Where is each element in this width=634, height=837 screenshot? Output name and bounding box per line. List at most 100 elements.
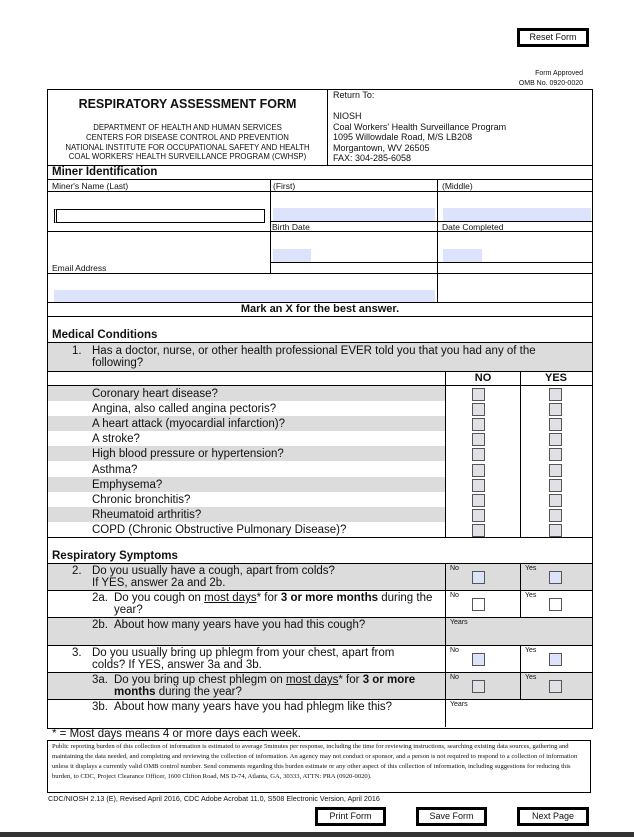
condition-yes-checkbox[interactable] <box>549 403 562 417</box>
condition-yes-checkbox[interactable] <box>549 388 562 401</box>
q2-yes-label: Yes <box>525 565 537 572</box>
q1-text: Has a doctor, nurse, or other health pro… <box>92 345 536 369</box>
return-to-label: Return To: <box>333 90 375 100</box>
middle-name-input[interactable] <box>443 208 591 221</box>
instruction: Mark an X for the best answer. <box>240 303 400 315</box>
text: during the year? <box>114 592 433 616</box>
q3-yes-checkbox[interactable] <box>549 653 562 666</box>
row-shading <box>48 416 445 432</box>
q2-no-label: No <box>450 565 459 572</box>
q1-number: 1. <box>72 345 82 357</box>
q3b-number: 3b. <box>92 701 108 713</box>
text: most days <box>285 674 339 686</box>
condition-yes-checkbox[interactable] <box>549 508 562 522</box>
condition-yes-checkbox[interactable] <box>549 478 562 492</box>
condition-no-checkbox[interactable] <box>472 388 485 401</box>
omb-number: OMB No. 0920-0020 <box>518 80 583 87</box>
condition-label: Rheumatoid arthritis? <box>92 508 202 521</box>
condition-label: Emphysema? <box>92 478 163 491</box>
text: during the year? <box>155 686 242 698</box>
q2a-text: Do you cough on most days* for 3 or more… <box>114 592 439 616</box>
address-line: FAX: 304-285-6058 <box>333 153 412 164</box>
birth-date-input[interactable] <box>273 249 311 262</box>
q2b-text: About how many years have you had this c… <box>114 619 366 631</box>
condition-yes-checkbox[interactable] <box>549 448 562 462</box>
text: most days <box>204 592 257 604</box>
agency-block: DEPARTMENT OF HEALTH AND HUMAN SERVICES C… <box>48 123 327 162</box>
birth-date-label: Birth Date <box>272 222 310 232</box>
form-approved: Form Approved <box>535 70 583 77</box>
condition-yes-checkbox[interactable] <box>549 493 562 507</box>
return-address: NIOSH Coal Workers' Health Surveillance P… <box>333 111 506 164</box>
yes-header: YES <box>544 372 567 384</box>
first-name-input[interactable] <box>273 208 435 221</box>
print-form-button[interactable]: Print Form <box>315 807 386 826</box>
miner-identification-heading: Miner Identification <box>52 166 158 178</box>
condition-no-checkbox[interactable] <box>472 403 485 417</box>
condition-no-checkbox[interactable] <box>472 463 485 477</box>
next-page-button[interactable]: Next Page <box>517 807 589 826</box>
q3b-years-label: Years <box>450 701 468 708</box>
q2-number: 2. <box>72 565 82 577</box>
date-completed-input[interactable] <box>443 249 482 262</box>
date-completed-label: Date Completed <box>442 222 504 232</box>
address-line: NIOSH <box>333 111 362 121</box>
q3b-years-input[interactable] <box>446 712 592 726</box>
q3a-no-label: No <box>450 674 459 681</box>
q3-no-checkbox[interactable] <box>472 653 485 666</box>
q2b-number: 2b. <box>92 619 108 631</box>
condition-no-checkbox[interactable] <box>472 418 485 432</box>
address-line: Coal Workers' Health Surveillance Progra… <box>333 121 507 132</box>
q3a-number: 3a. <box>92 674 108 686</box>
email-label: Email Address <box>52 263 107 273</box>
address-line: 1095 Willowdale Road, M/S LB208 <box>333 132 473 143</box>
form-title: RESPIRATORY ASSESSMENT FORM <box>78 97 297 111</box>
q3-text: Do you usually bring up phlegm from your… <box>92 647 395 671</box>
q2-yes-checkbox[interactable] <box>549 571 562 584</box>
condition-no-checkbox[interactable] <box>472 478 485 492</box>
condition-label: Chronic bronchitis? <box>92 493 191 506</box>
q3a-yes-checkbox[interactable] <box>549 680 562 693</box>
agency-line: CENTERS FOR DISEASE CONTROL AND PREVENTI… <box>86 132 289 142</box>
last-name-input[interactable] <box>54 209 265 223</box>
condition-yes-checkbox[interactable] <box>549 418 562 432</box>
q2a-yes-label: Yes <box>525 592 537 599</box>
condition-no-checkbox[interactable] <box>472 523 485 537</box>
condition-no-checkbox[interactable] <box>472 508 485 522</box>
window-bottom-bar <box>0 832 634 837</box>
condition-no-checkbox[interactable] <box>472 493 485 507</box>
q2-no-checkbox[interactable] <box>472 571 485 584</box>
agency-line: NATIONAL INSTITUTE FOR OCCUPATIONAL SAFE… <box>65 142 310 152</box>
q2-line: If YES, answer 2a and 2b. <box>92 577 226 589</box>
q3a-yes-label: Yes <box>525 674 537 681</box>
condition-no-checkbox[interactable] <box>472 448 485 462</box>
q3-yes-label: Yes <box>525 647 537 654</box>
text: * for <box>256 592 281 604</box>
q2a-yes-checkbox[interactable] <box>549 598 562 611</box>
condition-label: Asthma? <box>92 463 138 476</box>
condition-label: A heart attack (myocardial infarction)? <box>92 418 286 431</box>
first-name-label: (First) <box>273 181 296 191</box>
middle-name-label: (Middle) <box>442 181 473 191</box>
condition-label: High blood pressure or hypertension? <box>92 448 284 461</box>
medical-conditions-heading: Medical Conditions <box>52 329 158 341</box>
condition-yes-checkbox[interactable] <box>549 433 562 447</box>
condition-yes-checkbox[interactable] <box>549 523 562 537</box>
save-form-button[interactable]: Save Form <box>416 807 487 826</box>
footnote: * = Most days means 4 or more days each … <box>52 728 301 740</box>
q2-text: Do you usually have a cough, apart from … <box>92 565 335 589</box>
email-input[interactable] <box>54 290 435 302</box>
q3a-no-checkbox[interactable] <box>472 680 485 693</box>
q2b-years-input[interactable] <box>446 630 592 644</box>
q2a-no-checkbox[interactable] <box>472 598 485 611</box>
text: * for <box>338 674 363 686</box>
text: 3 or more months <box>114 674 416 698</box>
last-name-label: Miner's Name (Last) <box>52 181 129 191</box>
form-frame <box>47 89 593 729</box>
row-shading <box>48 476 445 492</box>
condition-yes-checkbox[interactable] <box>549 463 562 477</box>
reset-form-button[interactable]: Reset Form <box>517 28 589 47</box>
condition-label: COPD (Chronic Obstructive Pulmonary Dise… <box>92 523 347 536</box>
condition-no-checkbox[interactable] <box>472 433 485 447</box>
q3-number: 3. <box>72 647 82 659</box>
